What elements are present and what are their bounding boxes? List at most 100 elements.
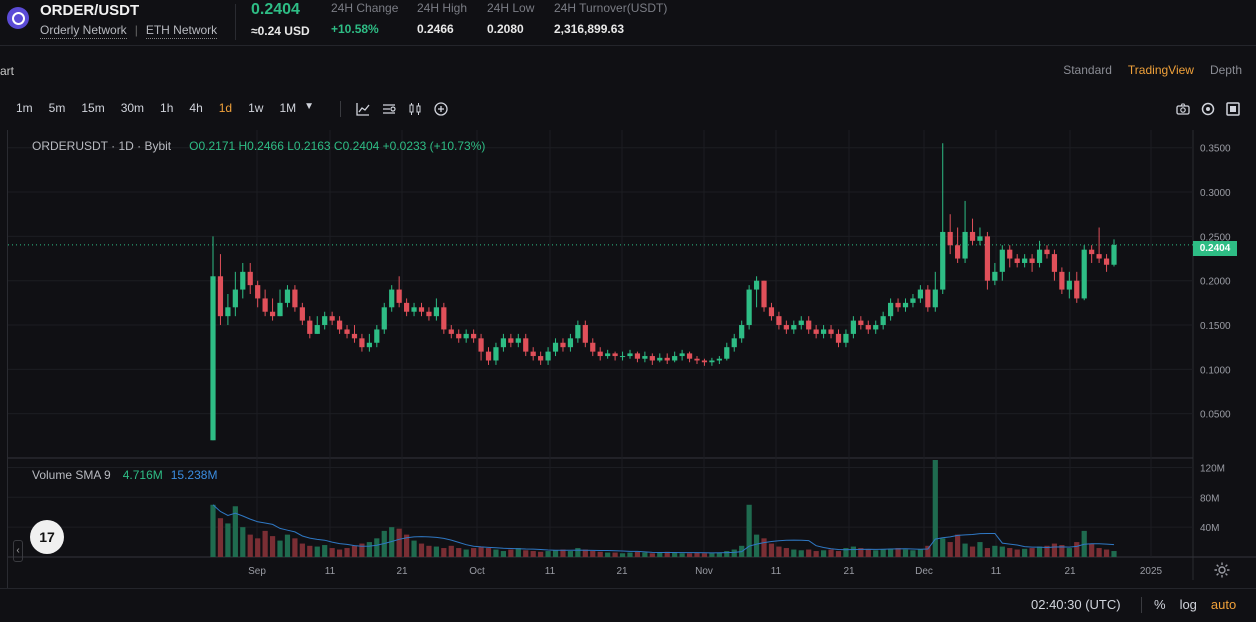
candle-body [992, 271, 998, 281]
interval-4h[interactable]: 4h [189, 101, 203, 115]
auto-scale-toggle[interactable]: auto [1210, 597, 1237, 612]
camera-icon[interactable] [1174, 100, 1192, 118]
chevron-down-icon[interactable]: ▼ [304, 101, 315, 112]
volume-bar [858, 548, 864, 557]
drawing-toolbar[interactable] [0, 130, 8, 590]
candle-body [493, 347, 499, 361]
volume-bar [1051, 543, 1058, 557]
percent-scale-toggle[interactable]: % [1154, 597, 1166, 612]
log-scale-toggle[interactable]: log [1179, 597, 1197, 612]
candle-body [1036, 249, 1043, 263]
volume-bar [262, 530, 268, 557]
candle-body [403, 302, 410, 312]
volume-bar [940, 538, 946, 557]
candle-body [456, 333, 462, 339]
interval-1w[interactable]: 1w [248, 101, 264, 115]
volume-bar [597, 551, 603, 557]
gear-icon[interactable] [1213, 561, 1231, 579]
volume-bar [411, 540, 417, 557]
candle-body [255, 285, 261, 299]
volume-bar [500, 551, 507, 557]
volume-bar [552, 550, 559, 557]
pair-title[interactable]: ORDER/USDT [40, 2, 140, 19]
volume-bar [850, 546, 856, 557]
candle-body [709, 360, 715, 363]
volume-value-1: 4.716M [122, 468, 163, 482]
network-link-eth[interactable]: ETH Network [145, 23, 218, 39]
candle-body [1111, 244, 1117, 265]
candle-body [858, 320, 864, 326]
volume-value-2: 15.238M [170, 468, 218, 482]
candle-body [314, 325, 320, 334]
interval-30m[interactable]: 30m [120, 101, 145, 115]
scale-options: % log auto [1154, 597, 1236, 612]
stat-24h-low: 24H Low 0.2080 [487, 1, 534, 36]
candle-body [307, 320, 313, 334]
candle-body [820, 329, 827, 334]
candle-body [1007, 249, 1013, 259]
candle-body [247, 271, 253, 286]
indicator-icon[interactable] [354, 100, 372, 118]
collapse-button[interactable]: ‹ [13, 540, 23, 562]
volume-bar [917, 549, 924, 557]
volume-bar [731, 549, 737, 557]
candle-body [880, 316, 886, 326]
candle-body [999, 249, 1005, 272]
candle-body [284, 289, 291, 303]
candle-body [940, 231, 946, 290]
interval-5m[interactable]: 5m [48, 101, 66, 115]
volume-bar [999, 546, 1005, 557]
token-logo-icon [7, 7, 29, 29]
tradingview-logo[interactable]: 17 [30, 520, 64, 554]
candle-body [627, 353, 633, 357]
volume-bar [612, 552, 618, 557]
chart-legend: ORDERUSDT · 1D · Bybit O0.2171 H0.2466 L… [32, 139, 485, 153]
volume-bar [538, 551, 544, 557]
price-usd: ≈0.24 USD [251, 24, 310, 38]
interval-1M[interactable]: 1M [279, 101, 297, 115]
add-icon[interactable] [432, 100, 450, 118]
volume-bar [1059, 545, 1065, 557]
settings-icon[interactable] [1199, 100, 1217, 118]
candle-body [426, 311, 432, 317]
volume-bar [992, 545, 998, 557]
volume-bar [902, 549, 909, 557]
toolbar-tools [354, 100, 450, 118]
chart-style-icon[interactable] [380, 100, 398, 118]
volume-bar [910, 550, 916, 557]
price-tick-label: 0.2500 [1200, 232, 1231, 243]
mode-tradingview[interactable]: TradingView [1127, 63, 1194, 77]
volume-bar [806, 549, 812, 557]
candle-body [560, 342, 566, 348]
fullscreen-icon[interactable] [1224, 100, 1242, 118]
interval-1h[interactable]: 1h [160, 101, 174, 115]
candle-body [262, 298, 268, 312]
candle-body [865, 325, 871, 330]
interval-15m[interactable]: 15m [81, 101, 105, 115]
x-tick-label: 11 [771, 566, 782, 577]
candle-body [806, 320, 812, 330]
volume-bar [1103, 549, 1110, 557]
x-tick-label: Dec [915, 566, 933, 577]
stat-label: 24H Change [331, 1, 399, 15]
volume-bar [240, 527, 246, 557]
utc-clock[interactable]: 02:40:30 (UTC) [1031, 597, 1121, 612]
volume-bar [746, 504, 752, 557]
x-tick-label: Oct [469, 566, 485, 577]
network-link-orderly[interactable]: Orderly Network [40, 23, 127, 39]
x-tick-label: 21 [616, 566, 628, 577]
volume-sma-line [212, 504, 1115, 554]
candle-body [679, 353, 685, 357]
candle-body [724, 347, 730, 359]
interval-1d[interactable]: 1d [218, 101, 233, 115]
candle-body [694, 358, 700, 361]
volume-bar [336, 549, 343, 557]
candles-icon[interactable] [406, 100, 424, 118]
candle-body [269, 311, 276, 317]
interval-1m[interactable]: 1m [16, 101, 33, 115]
mode-depth[interactable]: Depth [1209, 63, 1242, 77]
mode-standard[interactable]: Standard [1063, 63, 1112, 77]
volume-bar [716, 552, 722, 557]
candle-body [597, 351, 603, 357]
